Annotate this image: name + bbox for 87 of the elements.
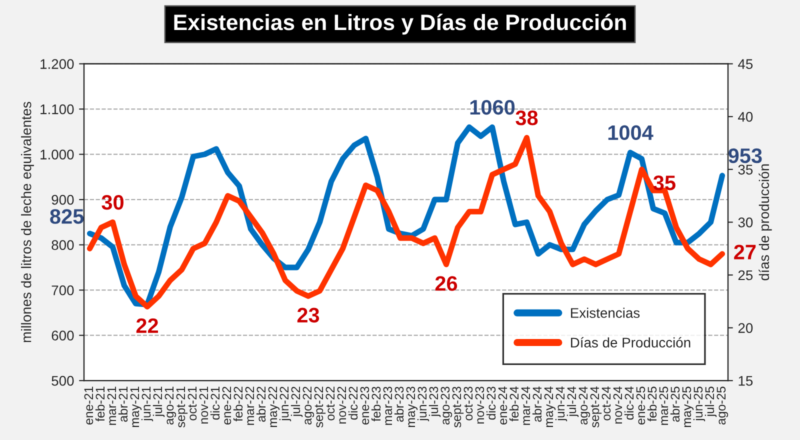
x-tick-label: jul-25 (704, 386, 717, 418)
x-tick-label: ene-24 (498, 386, 508, 425)
x-tick-label: sept-21 (176, 386, 188, 428)
x-tick-label: may-22 (268, 386, 280, 428)
x-tick-label: abr-21 (118, 386, 128, 422)
x-tick-label: may-24 (544, 386, 556, 428)
x-tick-label: mar-22 (245, 386, 254, 425)
x-tick-label: feb-25 (647, 386, 657, 422)
x-tick-label: jul-23 (428, 386, 441, 418)
data-label: 35 (653, 176, 676, 190)
data-label: 1060 (470, 100, 515, 115)
x-tick-label: mar-24 (521, 386, 530, 425)
x-tick-label: may-23 (406, 386, 418, 428)
y2-tick-label: 45 (738, 59, 753, 69)
x-tick-label: may-25 (682, 386, 694, 428)
data-label: 825 (50, 209, 84, 224)
x-tick-label: ene-25 (636, 386, 646, 425)
x-tick-label: ene-22 (222, 386, 232, 425)
x-tick-label: feb-24 (509, 386, 519, 422)
x-tick-label: ene-23 (360, 386, 370, 425)
y-tick-label: 500 (52, 376, 74, 386)
x-tick-label: dic-21 (210, 386, 220, 420)
y2-tick-label: 20 (738, 323, 753, 333)
legend-label: Días de Producción (571, 337, 690, 348)
x-tick-label: abr-24 (532, 386, 542, 422)
data-label: 38 (516, 110, 538, 126)
data-label: 1004 (608, 125, 654, 140)
x-tick-label: dic-22 (348, 386, 358, 420)
x-tick-label: ago-21 (164, 386, 176, 425)
x-tick-label: sept-23 (452, 386, 464, 428)
x-tick-label: jun-21 (141, 386, 154, 422)
x-tick-label: ago-22 (302, 386, 314, 425)
y-tick-label: 1.100 (40, 104, 74, 114)
x-tick-label: feb-23 (371, 386, 381, 422)
data-label: 23 (297, 308, 320, 323)
y2-tick-label: 15 (738, 376, 753, 386)
x-tick-label: dic-24 (624, 386, 634, 420)
data-label: 30 (102, 194, 124, 210)
x-tick-label: jul-22 (290, 386, 303, 418)
y-tick-label: 600 (52, 330, 74, 341)
x-tick-label: mar-23 (383, 386, 392, 425)
y-axis-title: millones de litros de leche equivalentes (21, 102, 34, 342)
x-tick-label: ago-25 (716, 386, 728, 425)
data-label: 22 (136, 318, 158, 333)
x-tick-label: feb-22 (233, 386, 243, 422)
x-tick-label: nov-23 (475, 386, 484, 424)
data-label: 953 (728, 148, 762, 164)
x-tick-label: jun-25 (693, 386, 706, 422)
x-tick-label: mar-21 (107, 386, 116, 425)
x-tick-label: abr-23 (394, 386, 404, 422)
x-tick-label: jun-22 (279, 386, 292, 422)
y-tick-label: 1.200 (40, 59, 74, 69)
x-tick-label: oct-24 (602, 386, 611, 420)
x-tick-label: abr-25 (670, 386, 680, 422)
x-tick-label: oct-21 (188, 386, 197, 420)
data-label: 26 (435, 276, 458, 291)
y-tick-label: 800 (52, 240, 74, 250)
chart-title: Existencias en Litros y Días de Producción (174, 14, 626, 35)
y2-axis-title: días de producción (758, 164, 772, 280)
x-tick-label: nov-21 (199, 386, 208, 424)
y2-tick-label: 40 (738, 112, 753, 122)
y2-tick-label: 25 (738, 270, 753, 280)
x-tick-label: feb-21 (95, 386, 105, 422)
y2-tick-label: 30 (738, 218, 753, 228)
x-tick-label: abr-22 (256, 386, 266, 422)
x-tick-label: oct-22 (326, 386, 335, 420)
x-tick-label: dic-23 (486, 386, 496, 420)
x-tick-label: nov-22 (337, 386, 346, 424)
x-tick-label: ago-23 (440, 386, 452, 425)
y-tick-label: 700 (52, 285, 74, 296)
x-tick-label: jul-21 (152, 386, 165, 418)
x-tick-label: jun-24 (555, 386, 568, 422)
x-tick-label: may-21 (130, 386, 142, 428)
x-tick-label: mar-25 (659, 386, 668, 425)
x-tick-label: nov-24 (613, 386, 622, 424)
x-tick-label: jul-24 (566, 386, 579, 418)
x-tick-label: sept-22 (314, 386, 326, 428)
legend-label: Existencias (571, 308, 640, 318)
y-tick-label: 1.000 (40, 150, 74, 160)
data-label: 27 (734, 244, 756, 260)
x-tick-label: ago-24 (578, 386, 590, 425)
y-tick-label: 900 (52, 194, 74, 205)
x-tick-label: oct-23 (464, 386, 473, 420)
x-tick-label: ene-21 (84, 386, 94, 425)
x-tick-label: sept-24 (590, 386, 602, 428)
x-tick-label: jun-23 (417, 386, 430, 422)
y2-tick-label: 35 (738, 164, 753, 175)
